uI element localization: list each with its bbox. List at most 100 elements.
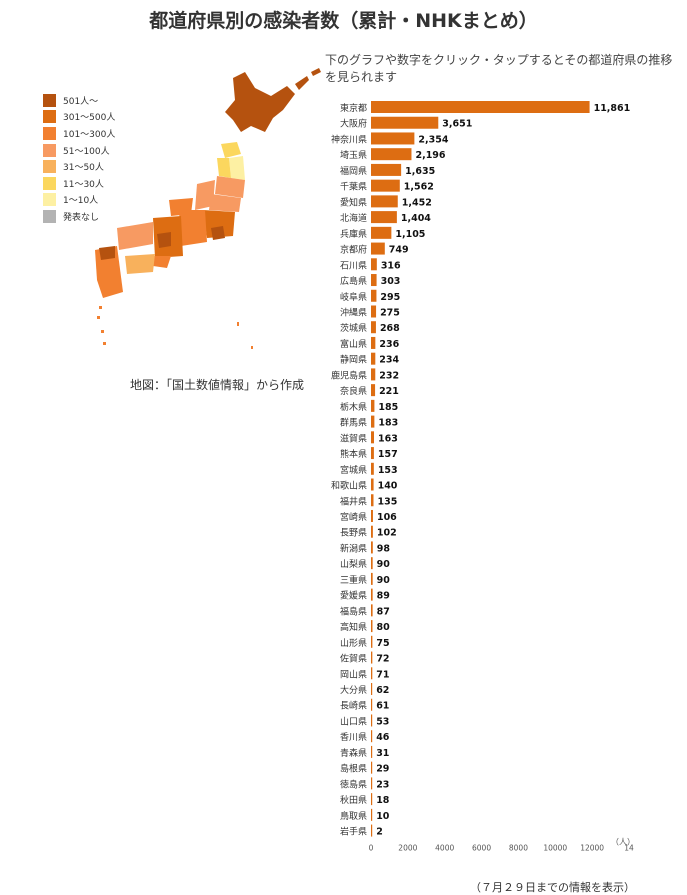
- category-label[interactable]: 静岡県: [340, 354, 367, 366]
- value-label[interactable]: 236: [379, 339, 399, 350]
- category-label[interactable]: 滋賀県: [340, 432, 367, 444]
- value-label[interactable]: 80: [376, 622, 390, 633]
- bar[interactable]: [371, 415, 375, 428]
- bar[interactable]: [371, 148, 412, 161]
- value-label[interactable]: 1,105: [395, 229, 425, 240]
- bar[interactable]: [371, 509, 373, 522]
- bar[interactable]: [371, 604, 373, 617]
- map-chugoku[interactable]: [117, 222, 153, 250]
- category-label[interactable]: 熊本県: [340, 448, 367, 460]
- category-label[interactable]: 佐賀県: [340, 653, 367, 665]
- category-label[interactable]: 沖縄県: [340, 306, 367, 318]
- category-label[interactable]: 鹿児島県: [331, 369, 367, 381]
- value-label[interactable]: 89: [377, 591, 390, 602]
- category-label[interactable]: 岡山県: [340, 669, 367, 680]
- bar[interactable]: [371, 808, 373, 821]
- category-label[interactable]: 群馬県: [340, 417, 367, 429]
- value-label[interactable]: 140: [378, 481, 398, 492]
- category-label[interactable]: 長野県: [340, 528, 367, 539]
- bar[interactable]: [371, 588, 373, 601]
- value-label[interactable]: 62: [376, 685, 389, 696]
- bar-chart[interactable]: 東京都 11,861 大阪府 3,651 神奈川県 2,354 埼玉県 2,196 福岡県 1,6…: [320, 95, 642, 865]
- category-label[interactable]: 新潟県: [340, 542, 367, 554]
- value-label[interactable]: 23: [376, 779, 389, 790]
- bar[interactable]: [371, 745, 373, 758]
- map-fukushima[interactable]: [209, 194, 241, 212]
- value-label[interactable]: 10: [376, 811, 390, 822]
- category-label[interactable]: 栃木県: [340, 401, 367, 413]
- bar[interactable]: [371, 289, 377, 302]
- value-label[interactable]: 295: [380, 292, 400, 303]
- category-label[interactable]: 山梨県: [340, 558, 367, 570]
- bar[interactable]: [371, 305, 377, 318]
- category-label[interactable]: 千葉県: [340, 181, 367, 193]
- category-label[interactable]: 三重県: [340, 574, 367, 586]
- bar[interactable]: [371, 368, 376, 381]
- map-akita[interactable]: [217, 158, 231, 178]
- map-iwate[interactable]: [229, 156, 245, 180]
- bar[interactable]: [371, 494, 374, 507]
- bar[interactable]: [371, 777, 373, 790]
- category-label[interactable]: 和歌山県: [331, 480, 367, 492]
- bar[interactable]: [371, 431, 375, 444]
- japan-map[interactable]: [95, 60, 325, 360]
- value-label[interactable]: 275: [380, 307, 400, 318]
- bar[interactable]: [371, 525, 373, 538]
- value-label[interactable]: 53: [376, 716, 389, 727]
- value-label[interactable]: 87: [377, 606, 390, 617]
- bar[interactable]: [371, 274, 377, 287]
- value-label[interactable]: 153: [378, 465, 398, 476]
- bar[interactable]: [371, 101, 590, 113]
- bar[interactable]: [371, 824, 373, 837]
- value-label[interactable]: 31: [376, 748, 389, 759]
- bar[interactable]: [371, 242, 385, 255]
- category-label[interactable]: 北海道: [340, 212, 367, 224]
- category-label[interactable]: 大阪府: [340, 118, 367, 130]
- category-label[interactable]: 秋田県: [340, 794, 367, 806]
- category-label[interactable]: 山形県: [340, 637, 367, 649]
- value-label[interactable]: 90: [377, 559, 391, 570]
- bar[interactable]: [371, 258, 377, 271]
- category-label[interactable]: 愛知県: [340, 196, 367, 208]
- value-label[interactable]: 749: [389, 245, 409, 256]
- bar[interactable]: [371, 321, 376, 334]
- map-niigata[interactable]: [195, 180, 215, 210]
- category-label[interactable]: 岩手県: [340, 826, 367, 838]
- category-label[interactable]: 石川県: [340, 260, 367, 271]
- category-label[interactable]: 山口県: [340, 716, 367, 727]
- category-label[interactable]: 大分県: [340, 684, 367, 696]
- bar[interactable]: [371, 683, 373, 696]
- bar[interactable]: [371, 478, 374, 491]
- value-label[interactable]: 303: [381, 276, 401, 287]
- map-kanto[interactable]: [203, 210, 235, 238]
- bar[interactable]: [371, 211, 397, 224]
- value-label[interactable]: 1,635: [405, 166, 435, 177]
- bar[interactable]: [371, 714, 373, 727]
- bar[interactable]: [371, 447, 374, 460]
- bar[interactable]: [371, 635, 373, 648]
- value-label[interactable]: 1,452: [402, 197, 432, 208]
- category-label[interactable]: 富山県: [340, 338, 367, 350]
- bar[interactable]: [371, 352, 376, 365]
- value-label[interactable]: 2: [376, 827, 383, 838]
- map-osaka[interactable]: [157, 232, 171, 248]
- value-label[interactable]: 234: [379, 355, 399, 366]
- value-label[interactable]: 75: [376, 638, 389, 649]
- bar[interactable]: [371, 399, 375, 412]
- bar[interactable]: [371, 132, 415, 145]
- bar[interactable]: [371, 462, 374, 475]
- value-label[interactable]: 2,354: [418, 134, 448, 145]
- value-label[interactable]: 2,196: [415, 150, 445, 161]
- map-ishikawa-toyama[interactable]: [169, 198, 193, 216]
- value-label[interactable]: 29: [376, 764, 389, 775]
- value-label[interactable]: 1,404: [401, 213, 431, 224]
- category-label[interactable]: 兵庫県: [340, 228, 367, 240]
- value-label[interactable]: 11,861: [594, 103, 631, 114]
- category-label[interactable]: 宮崎県: [340, 511, 367, 523]
- value-label[interactable]: 232: [379, 370, 399, 381]
- value-label[interactable]: 18: [376, 795, 390, 806]
- bar[interactable]: [371, 195, 398, 208]
- value-label[interactable]: 163: [378, 433, 398, 444]
- bar[interactable]: [371, 793, 373, 806]
- category-label[interactable]: 香川県: [340, 732, 367, 743]
